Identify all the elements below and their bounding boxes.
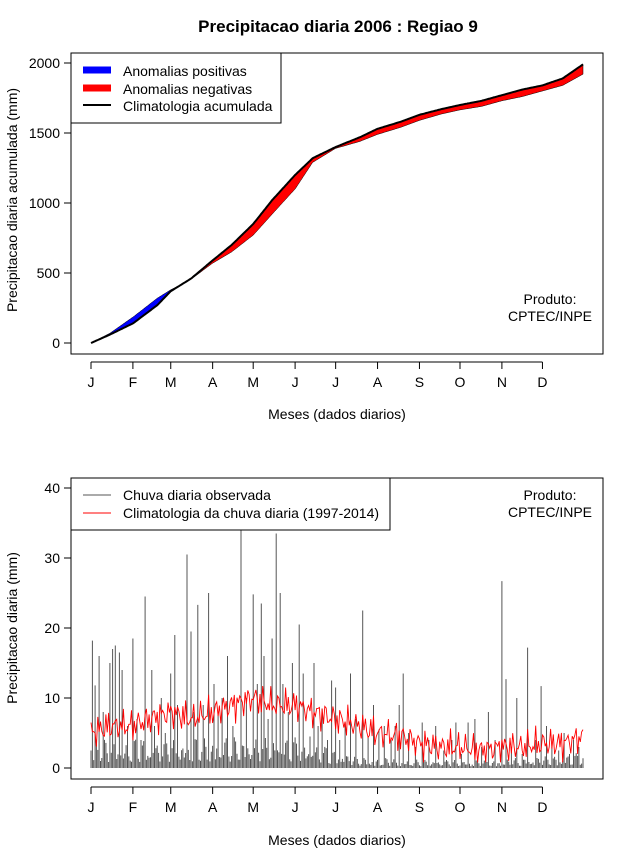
legend-label-climatology: Climatologia da chuva diaria (1997-2014) (123, 505, 379, 521)
product-source: CPTEC/INPE (508, 308, 592, 324)
p2-xtick-label: J (292, 799, 299, 815)
p2-ytick-label: 20 (44, 620, 60, 636)
legend-label-climatology: Climatologia acumulada (123, 98, 273, 114)
p1-xtick-label: M (165, 374, 177, 390)
legend-label-negative: Anomalias negativas (123, 81, 252, 97)
y-axis: 0 10 20 30 40 (44, 480, 72, 776)
y-axis-label: Precipitacao diaria (mm) (4, 552, 20, 704)
p2-xtick-label: A (373, 799, 383, 815)
p1-xtick-label: A (208, 374, 218, 390)
p2-ytick-label: 0 (52, 760, 60, 776)
product-label: Produto: (524, 291, 577, 307)
legend-label-positive: Anomalias positivas (123, 63, 247, 79)
p1-xtick-label: J (292, 374, 299, 390)
p1-ytick-label: 1500 (29, 125, 60, 141)
p1-xtick-label: M (247, 374, 259, 390)
y-axis: 0 500 1000 1500 2000 (29, 55, 72, 351)
daily-climatology (90, 685, 584, 763)
climatology-daily-line (90, 685, 584, 763)
p2-ytick-label: 40 (44, 480, 60, 496)
p1-ytick-label: 1000 (29, 195, 60, 211)
p1-xtick-label: S (415, 374, 424, 390)
cumulative-lines (90, 63, 584, 344)
p1-xtick-label: O (455, 374, 466, 390)
p1-xtick-label: A (373, 374, 383, 390)
x-axis-label: Meses (dados diarios) (268, 832, 406, 848)
p2-xtick-label: O (455, 799, 466, 815)
product-label: Produto: (524, 487, 577, 503)
p2-xtick-label: A (208, 799, 218, 815)
p1-xtick-label: N (497, 374, 507, 390)
p2-xtick-label: F (129, 799, 138, 815)
y-axis-label: Precipitacao diaria acumulada (mm) (4, 88, 20, 312)
daily-rain-bars (90, 530, 584, 768)
p2-xtick-label: S (415, 799, 424, 815)
p2-xtick-label: N (497, 799, 507, 815)
climatology-cumulative-line (90, 63, 584, 344)
daily-panel: 0 10 20 30 40 J F M A M J J A S O N D Precipitacao diar… (4, 477, 604, 848)
p1-xtick-label: D (537, 374, 547, 390)
legend-label-observed: Chuva diaria observada (123, 487, 271, 503)
p2-xtick-label: J (332, 799, 339, 815)
product-source: CPTEC/INPE (508, 504, 592, 520)
legend: Chuva diaria observada Climatologia da c… (70, 477, 391, 531)
p2-xtick-label: M (247, 799, 259, 815)
p2-xtick-label: M (165, 799, 177, 815)
p2-xtick-label: D (537, 799, 547, 815)
x-axis-label: Meses (dados diarios) (268, 406, 406, 422)
p2-ytick-label: 10 (44, 690, 60, 706)
p1-xtick-label: J (88, 374, 95, 390)
p2-xtick-label: J (88, 799, 95, 815)
chart-title: Precipitacao diaria 2006 : Regiao 9 (198, 17, 478, 36)
legend-box (70, 477, 391, 531)
legend: Anomalias positivas Anomalias negativas … (70, 52, 282, 124)
p1-ytick-label: 2000 (29, 55, 60, 71)
p1-ytick-label: 0 (52, 335, 60, 351)
p2-ytick-label: 30 (44, 550, 60, 566)
p1-xtick-label: J (332, 374, 339, 390)
cumulative-panel: 0 500 1000 1500 2000 J F M A M J J A S O N D Precipitac… (4, 52, 604, 422)
p1-ytick-label: 500 (37, 265, 61, 281)
p1-xtick-label: F (129, 374, 138, 390)
